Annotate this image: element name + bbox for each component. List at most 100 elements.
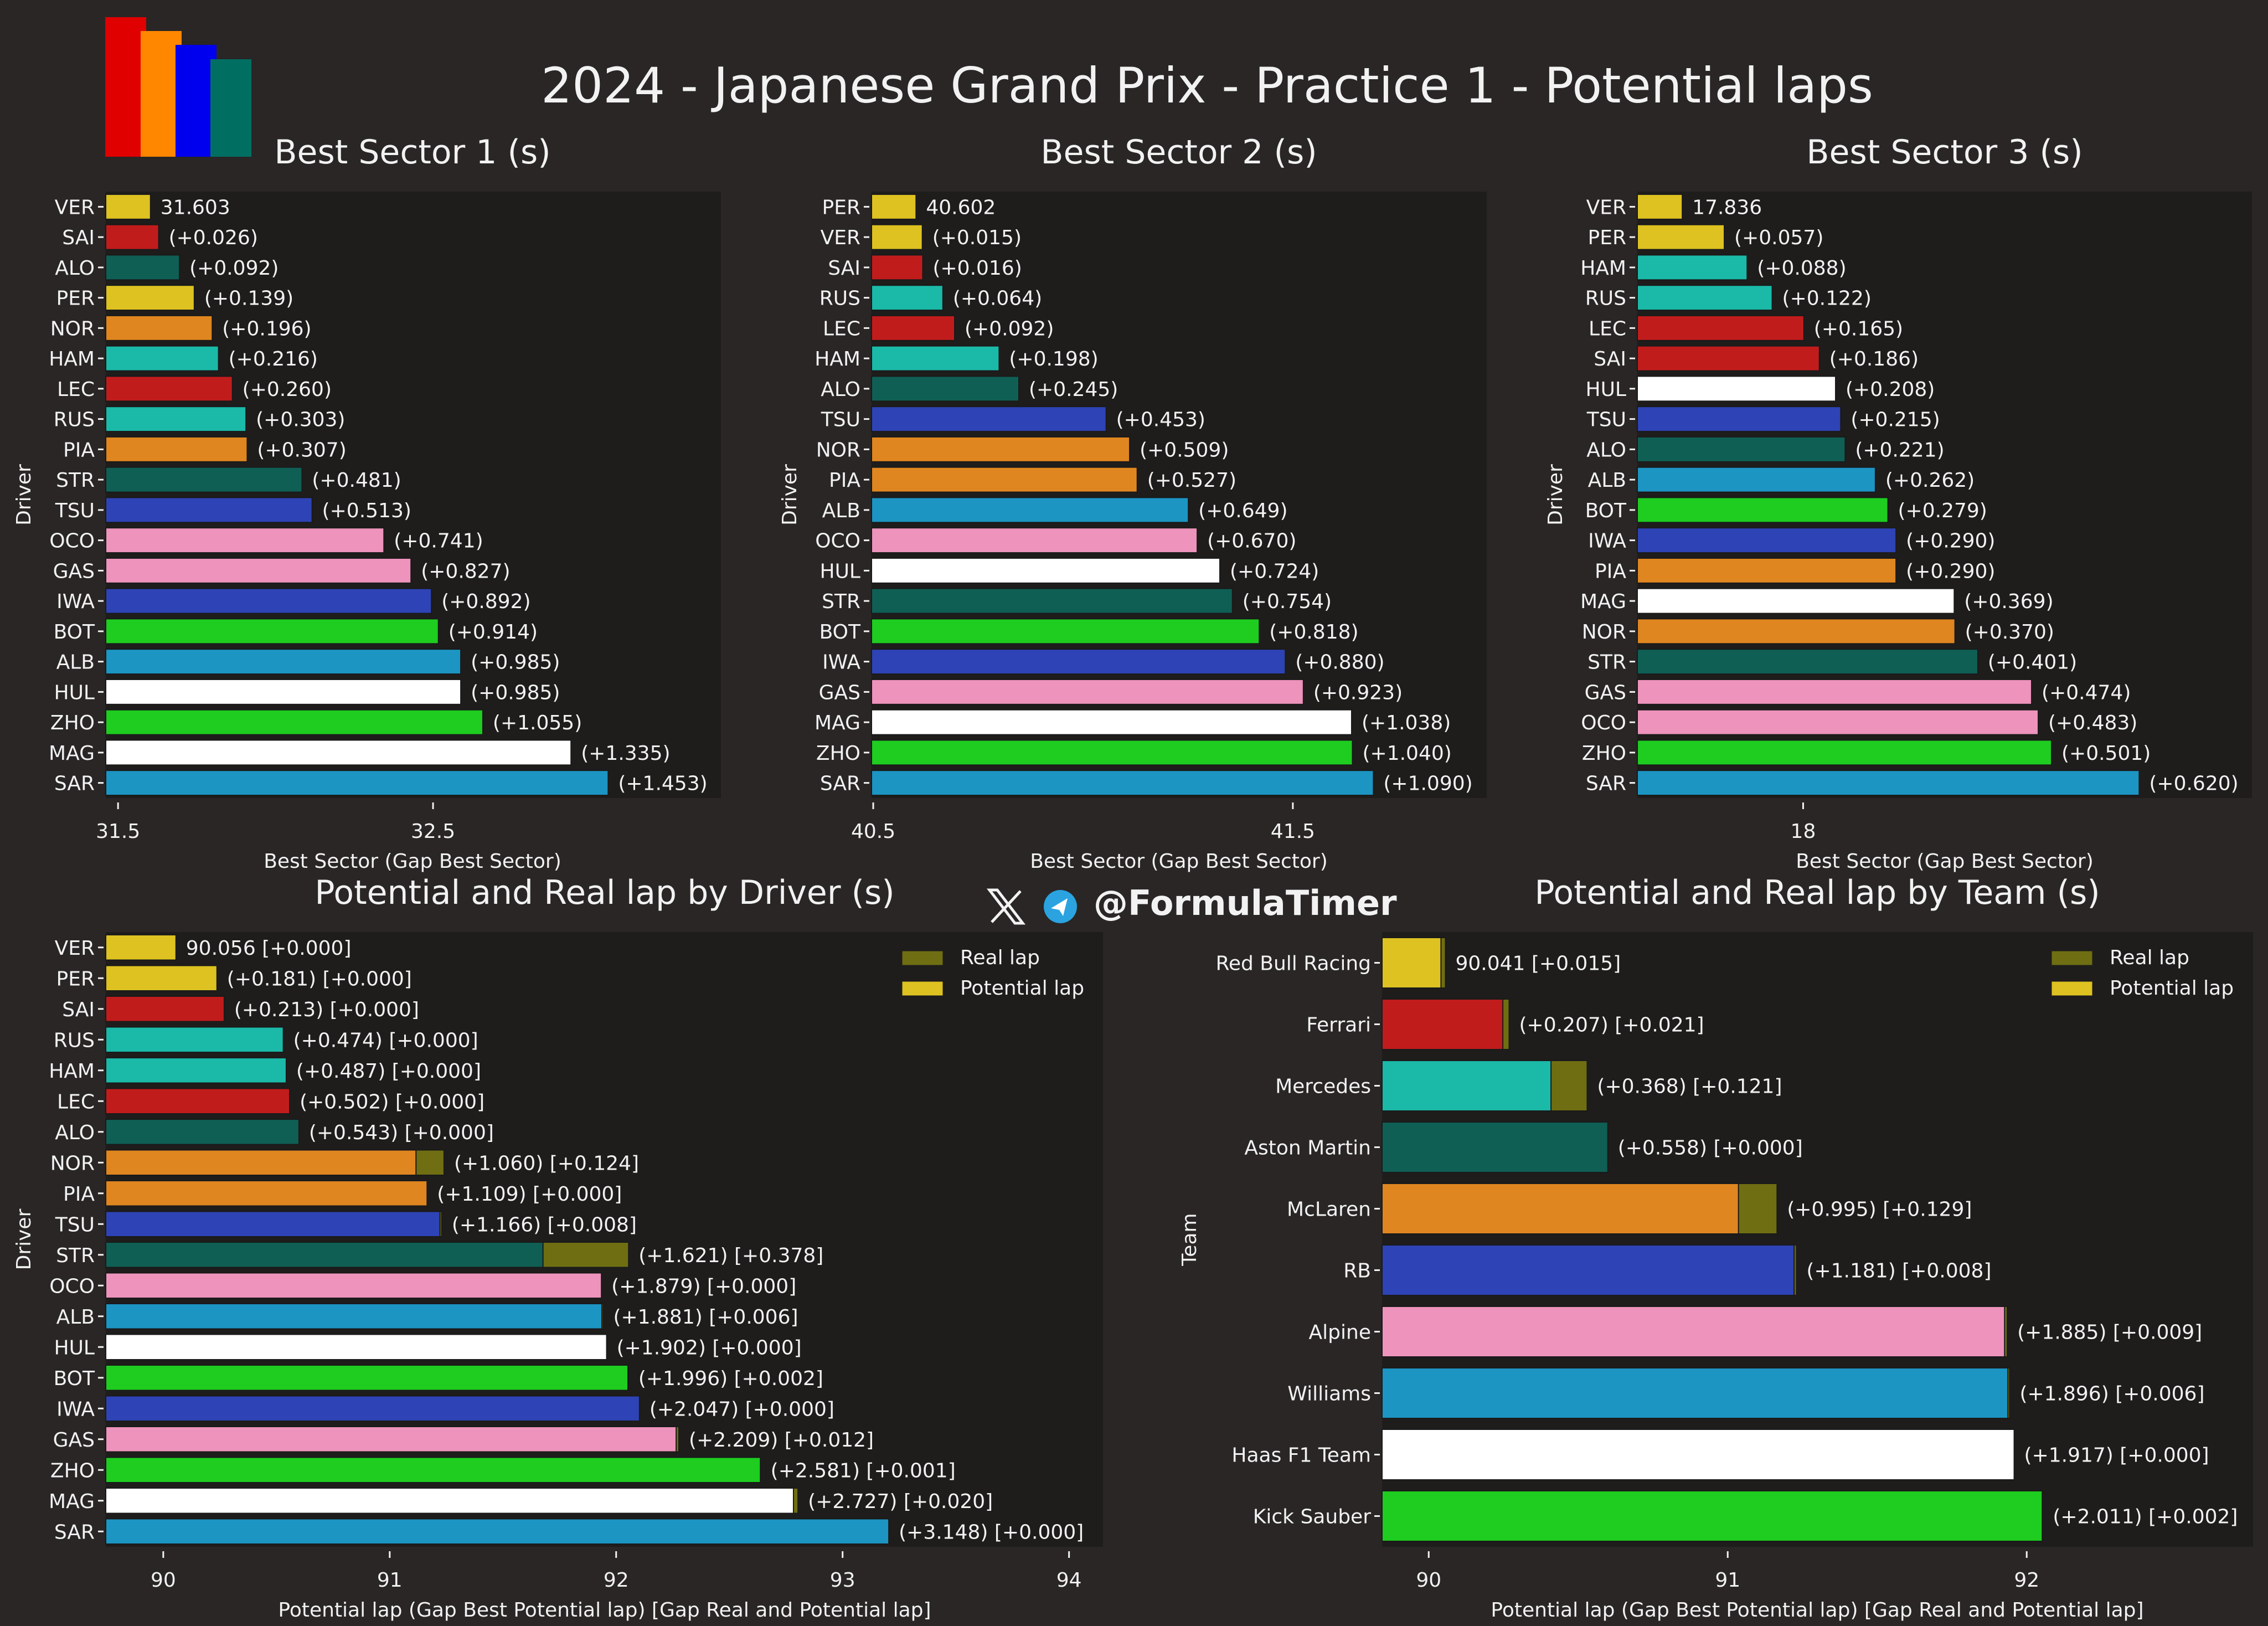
bar-potential-lap [1382, 1305, 2006, 1358]
bar-potential-lap [105, 1426, 677, 1453]
chart-2: Best Sector 2 (s) 40.602 PER (+0.015) VER (+0… [779, 133, 1487, 873]
y-tick-label: STR [56, 469, 95, 492]
main-title: 2024 - Japanese Grand Prix - Practice 1 … [541, 57, 1873, 114]
data-label: (+0.092) [189, 257, 279, 280]
data-label: (+0.483) [2048, 712, 2137, 734]
data-label: (+0.215) [1851, 409, 1940, 431]
bar [871, 406, 1107, 433]
telegram-icon [1044, 890, 1077, 923]
y-tick-label: IWA [1588, 530, 1626, 553]
bar [871, 770, 1374, 796]
bar [871, 436, 1131, 462]
data-label: (+0.221) [1855, 439, 1944, 461]
bar [1637, 315, 1805, 341]
data-label: (+0.892) [441, 590, 530, 613]
data-label: 17.836 [1692, 196, 1762, 219]
chart-title: Potential and Real lap by Driver (s) [315, 873, 894, 912]
bar [871, 285, 944, 311]
bar-potential-lap [105, 995, 225, 1022]
y-tick-label: OCO [49, 530, 95, 553]
data-label: (+1.335) [581, 742, 670, 765]
y-tick-label: Ferrari [1306, 1014, 1371, 1037]
bar [105, 254, 181, 281]
x-tick-label: 32.5 [411, 820, 455, 843]
bar [105, 466, 303, 493]
legend: Real lap Potential lap [2051, 946, 2234, 1000]
data-label: (+0.649) [1198, 500, 1287, 522]
y-tick-label: IWA [56, 590, 95, 613]
logo [105, 17, 251, 157]
data-label: (+0.213) [+0.000] [234, 999, 419, 1021]
y-tick-label: PER [56, 968, 95, 990]
bar [871, 315, 956, 341]
y-tick-label: Aston Martin [1244, 1137, 1371, 1160]
bar [871, 678, 1304, 705]
y-tick-label: ALO [55, 1121, 95, 1144]
bar [105, 557, 412, 584]
bar [105, 285, 195, 311]
y-tick-label: PIA [1595, 560, 1626, 583]
data-label: (+0.620) [2149, 773, 2238, 795]
bar [105, 436, 248, 462]
y-tick-label: STR [56, 1244, 95, 1267]
y-tick-label: MAG [1580, 590, 1626, 613]
logo-bar [176, 45, 217, 157]
data-label: (+0.307) [257, 439, 346, 461]
data-label: (+0.474) [2042, 681, 2131, 704]
legend-label: Real lap [960, 946, 1040, 969]
data-label: (+0.558) [+0.000] [1618, 1137, 1803, 1160]
bar [105, 739, 572, 766]
x-tick-label: 90 [151, 1569, 176, 1592]
bar [1637, 466, 1876, 493]
chart-title: Potential and Real lap by Team (s) [1534, 873, 2100, 912]
data-label: (+1.038) [1362, 712, 1451, 734]
y-tick-label: OCO [1581, 712, 1626, 734]
y-tick-label: BOT [54, 1367, 95, 1390]
bar-potential-lap [1382, 1121, 1609, 1174]
chart-3: Best Sector 3 (s) 17.836 VER (+0.057) PER (+0… [1544, 133, 2252, 873]
legend-swatch [2051, 950, 2093, 966]
data-label: (+0.122) [1782, 287, 1872, 310]
bar-potential-lap [105, 1303, 603, 1330]
bar-potential-lap [105, 1334, 607, 1361]
plot-area [106, 192, 721, 798]
bar [871, 588, 1233, 614]
y-axis-label: Driver [13, 1208, 35, 1270]
y-tick-label: GAS [53, 560, 95, 583]
data-label: (+0.502) [+0.000] [300, 1090, 484, 1113]
bar-potential-lap [105, 1364, 629, 1391]
bar-potential-lap [1382, 1428, 2015, 1481]
y-tick-label: Red Bull Racing [1215, 953, 1371, 975]
data-label: (+0.198) [1009, 348, 1098, 371]
bar-potential-lap [1382, 1367, 2009, 1419]
y-tick-label: MAG [49, 1490, 95, 1513]
plot-area [106, 932, 1103, 1547]
bar [871, 224, 923, 250]
x-logo-icon [986, 888, 1026, 925]
bar [105, 709, 483, 735]
bar [1637, 527, 1897, 554]
data-label: (+0.741) [394, 530, 483, 553]
data-label: (+0.026) [169, 227, 258, 249]
y-tick-label: VER [821, 227, 860, 249]
y-tick-label: SAR [1586, 773, 1626, 795]
data-label: (+0.088) [1757, 257, 1846, 280]
bar [105, 315, 213, 341]
y-tick-label: TSU [1586, 409, 1626, 431]
data-label: (+1.166) [+0.008] [452, 1213, 637, 1236]
logo-bar [210, 59, 251, 157]
data-label: (+2.209) [+0.012] [689, 1429, 874, 1452]
bar [871, 618, 1260, 645]
data-label: (+0.724) [1230, 560, 1319, 583]
y-tick-label: PIA [63, 1183, 95, 1206]
y-tick-label: HAM [815, 348, 860, 371]
y-tick-label: McLaren [1287, 1198, 1371, 1221]
y-tick-label: Mercedes [1275, 1076, 1371, 1098]
bar [105, 770, 609, 796]
data-label: (+2.047) [+0.000] [650, 1398, 834, 1421]
bar [1637, 709, 2039, 735]
y-tick-label: Haas F1 Team [1231, 1444, 1371, 1467]
y-tick-label: TSU [821, 409, 860, 431]
data-label: (+0.985) [471, 651, 560, 674]
logo-bar [141, 31, 182, 157]
